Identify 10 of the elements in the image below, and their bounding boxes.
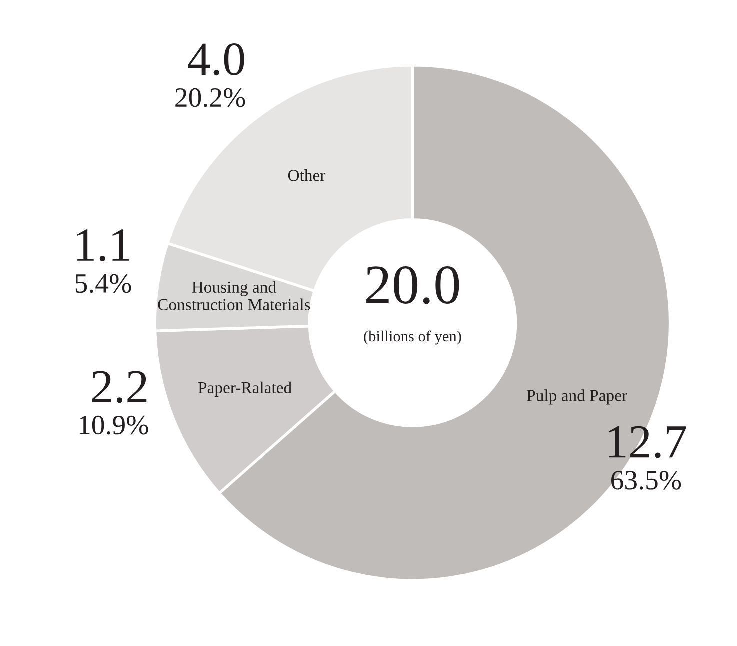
data-label: 1.1 5.4% (76, 230, 132, 294)
data-label: 2.2 10.9% (80, 371, 148, 435)
text: 20.0 (366, 266, 460, 304)
text: (billions of yen) (364, 330, 462, 345)
data-label: 12.7 63.5% (609, 426, 686, 490)
slice-label: Other (288, 170, 326, 182)
data-label: 4.0 20.2% (176, 44, 246, 108)
slice-label: Paper-Ralated (198, 382, 292, 397)
slice-label: Pulp and Paper (527, 390, 628, 405)
slice-label: Housing and Construction Materials (158, 281, 310, 310)
